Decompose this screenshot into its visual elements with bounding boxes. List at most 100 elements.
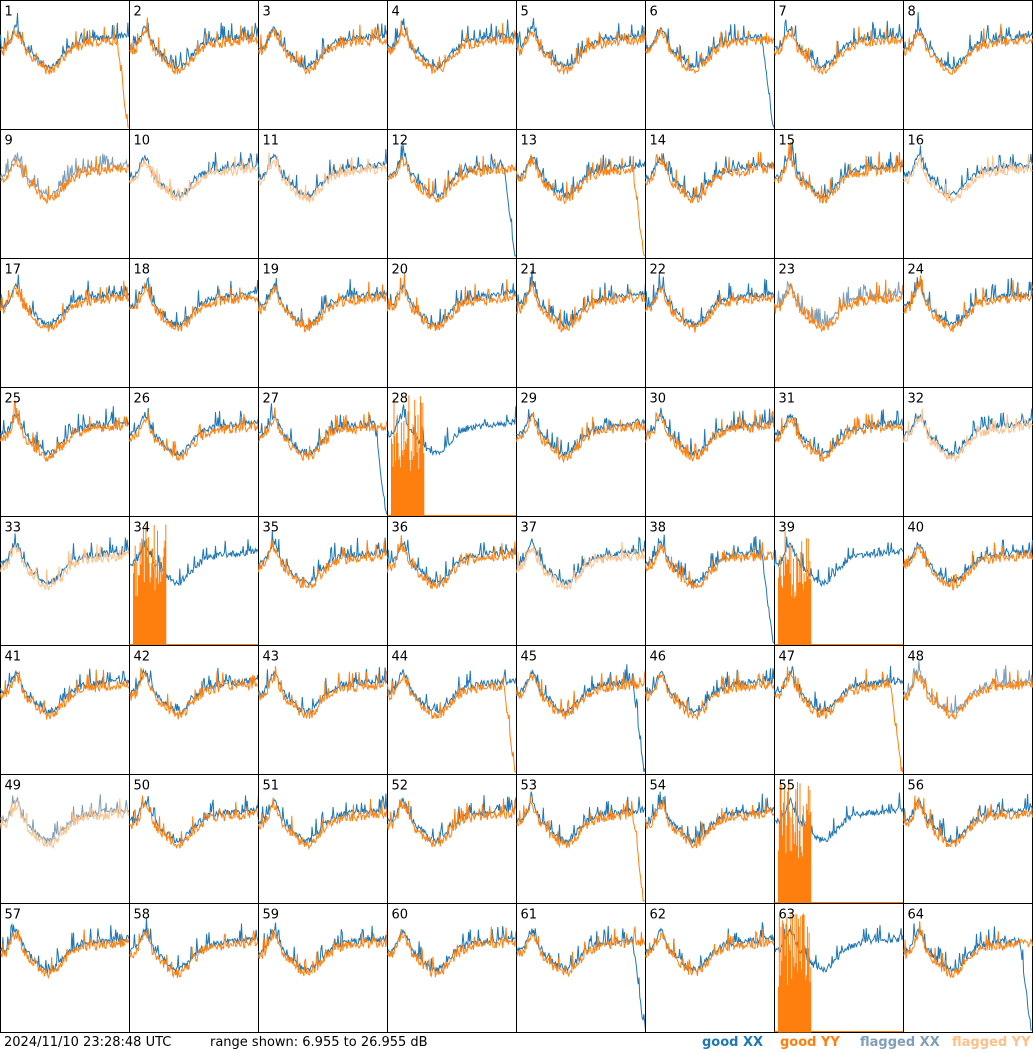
panel-number: 10 xyxy=(134,134,151,149)
panel-27: 27 xyxy=(258,387,388,517)
series-xx-line xyxy=(129,276,259,328)
panel-24: 24 xyxy=(903,258,1033,388)
legend-flagged-xx: flagged XX xyxy=(860,1035,940,1050)
series-xx-line xyxy=(0,152,130,199)
series-xx-line xyxy=(645,922,775,972)
panel-frame xyxy=(129,774,259,904)
panel-40: 40 xyxy=(903,516,1033,646)
panel-number: 55 xyxy=(779,779,796,794)
panel-50: 50 xyxy=(129,774,259,904)
panel-frame xyxy=(774,387,904,517)
series-yy-line xyxy=(129,156,259,202)
series-yy-line xyxy=(0,929,130,980)
panel-number: 37 xyxy=(521,521,538,536)
series-yy-line xyxy=(645,797,775,849)
panel-frame xyxy=(258,903,388,1033)
panel-10: 10 xyxy=(129,129,259,259)
panel-number: 21 xyxy=(521,263,538,278)
panel-number: 6 xyxy=(650,5,658,20)
panel-number: 25 xyxy=(5,392,22,407)
series-yy-line xyxy=(258,407,388,462)
panel-number: 32 xyxy=(908,392,925,407)
series-yy-line xyxy=(516,796,646,902)
series-yy-line xyxy=(774,531,904,646)
panel-number: 2 xyxy=(134,5,142,20)
panel-32: 32 xyxy=(903,387,1033,517)
series-yy-line xyxy=(129,282,259,332)
panel-number: 14 xyxy=(650,134,667,149)
panel-number: 62 xyxy=(650,908,667,923)
series-yy-line xyxy=(903,408,1033,463)
panel-number: 41 xyxy=(5,650,22,665)
panel-number: 36 xyxy=(392,521,409,536)
panel-number: 8 xyxy=(908,5,916,20)
panel-number: 50 xyxy=(134,779,151,794)
panel-number: 22 xyxy=(650,263,667,278)
series-yy-line xyxy=(387,798,517,848)
series-yy-line xyxy=(516,154,646,257)
footer: 2024/11/10 23:28:48 UTC range shown: 6.9… xyxy=(0,1033,1033,1053)
panel-frame xyxy=(645,387,775,517)
panel-frame xyxy=(516,903,646,1033)
series-yy-line xyxy=(258,24,388,75)
panel-20: 20 xyxy=(387,258,517,388)
panel-number: 47 xyxy=(779,650,796,665)
panel-60: 60 xyxy=(387,903,517,1033)
series-yy-line xyxy=(258,925,388,977)
series-xx-line xyxy=(516,925,646,1030)
panel-number: 7 xyxy=(779,5,787,20)
panel-14: 14 xyxy=(645,129,775,259)
panel-31: 31 xyxy=(774,387,904,517)
panel-8: 8 xyxy=(903,0,1033,130)
panel-34: 34 xyxy=(129,516,259,646)
panel-frame xyxy=(258,516,388,646)
series-yy-line xyxy=(258,539,388,590)
panel-53: 53 xyxy=(516,774,646,904)
panel-frame xyxy=(645,258,775,388)
series-yy-line xyxy=(0,25,130,128)
series-yy-line xyxy=(516,926,646,978)
series-yy-line xyxy=(129,667,259,720)
panel-number: 19 xyxy=(263,263,280,278)
series-yy-line xyxy=(645,286,775,333)
series-yy-line xyxy=(645,28,775,75)
series-yy-line xyxy=(129,524,259,646)
panel-number: 56 xyxy=(908,779,925,794)
panel-number: 52 xyxy=(392,779,409,794)
panel-number: 49 xyxy=(5,779,22,794)
panel-number: 17 xyxy=(5,263,22,278)
panel-16: 16 xyxy=(903,129,1033,259)
panel-number: 12 xyxy=(392,134,409,149)
panel-number: 13 xyxy=(521,134,538,149)
panel-35: 35 xyxy=(258,516,388,646)
panel-26: 26 xyxy=(129,387,259,517)
panel-4: 4 xyxy=(387,0,517,130)
panel-frame xyxy=(387,0,517,130)
series-yy-line xyxy=(258,152,388,204)
panel-number: 46 xyxy=(650,650,667,665)
panel-frame xyxy=(903,0,1033,130)
panel-29: 29 xyxy=(516,387,646,517)
panel-frame xyxy=(774,0,904,130)
series-yy-line xyxy=(774,666,904,773)
panel-17: 17 xyxy=(0,258,130,388)
series-yy-line xyxy=(903,23,1033,75)
panel-frame xyxy=(516,0,646,130)
panel-number: 1 xyxy=(5,5,13,20)
panel-frame xyxy=(645,645,775,775)
series-yy-line xyxy=(516,278,646,333)
panel-15: 15 xyxy=(774,129,904,259)
range-label: range shown: 6.955 to 26.955 dB xyxy=(210,1035,428,1050)
panel-frame xyxy=(387,516,517,646)
panel-number: 3 xyxy=(263,5,271,20)
panel-number: 31 xyxy=(779,392,796,407)
panel-frame xyxy=(516,516,646,646)
panel-frame xyxy=(516,387,646,517)
panel-number: 15 xyxy=(779,134,796,149)
series-yy-line xyxy=(0,544,130,591)
series-yy-line xyxy=(387,395,517,517)
legend-good-yy: good YY xyxy=(780,1035,840,1050)
panel-21: 21 xyxy=(516,258,646,388)
series-yy-line xyxy=(774,781,904,904)
